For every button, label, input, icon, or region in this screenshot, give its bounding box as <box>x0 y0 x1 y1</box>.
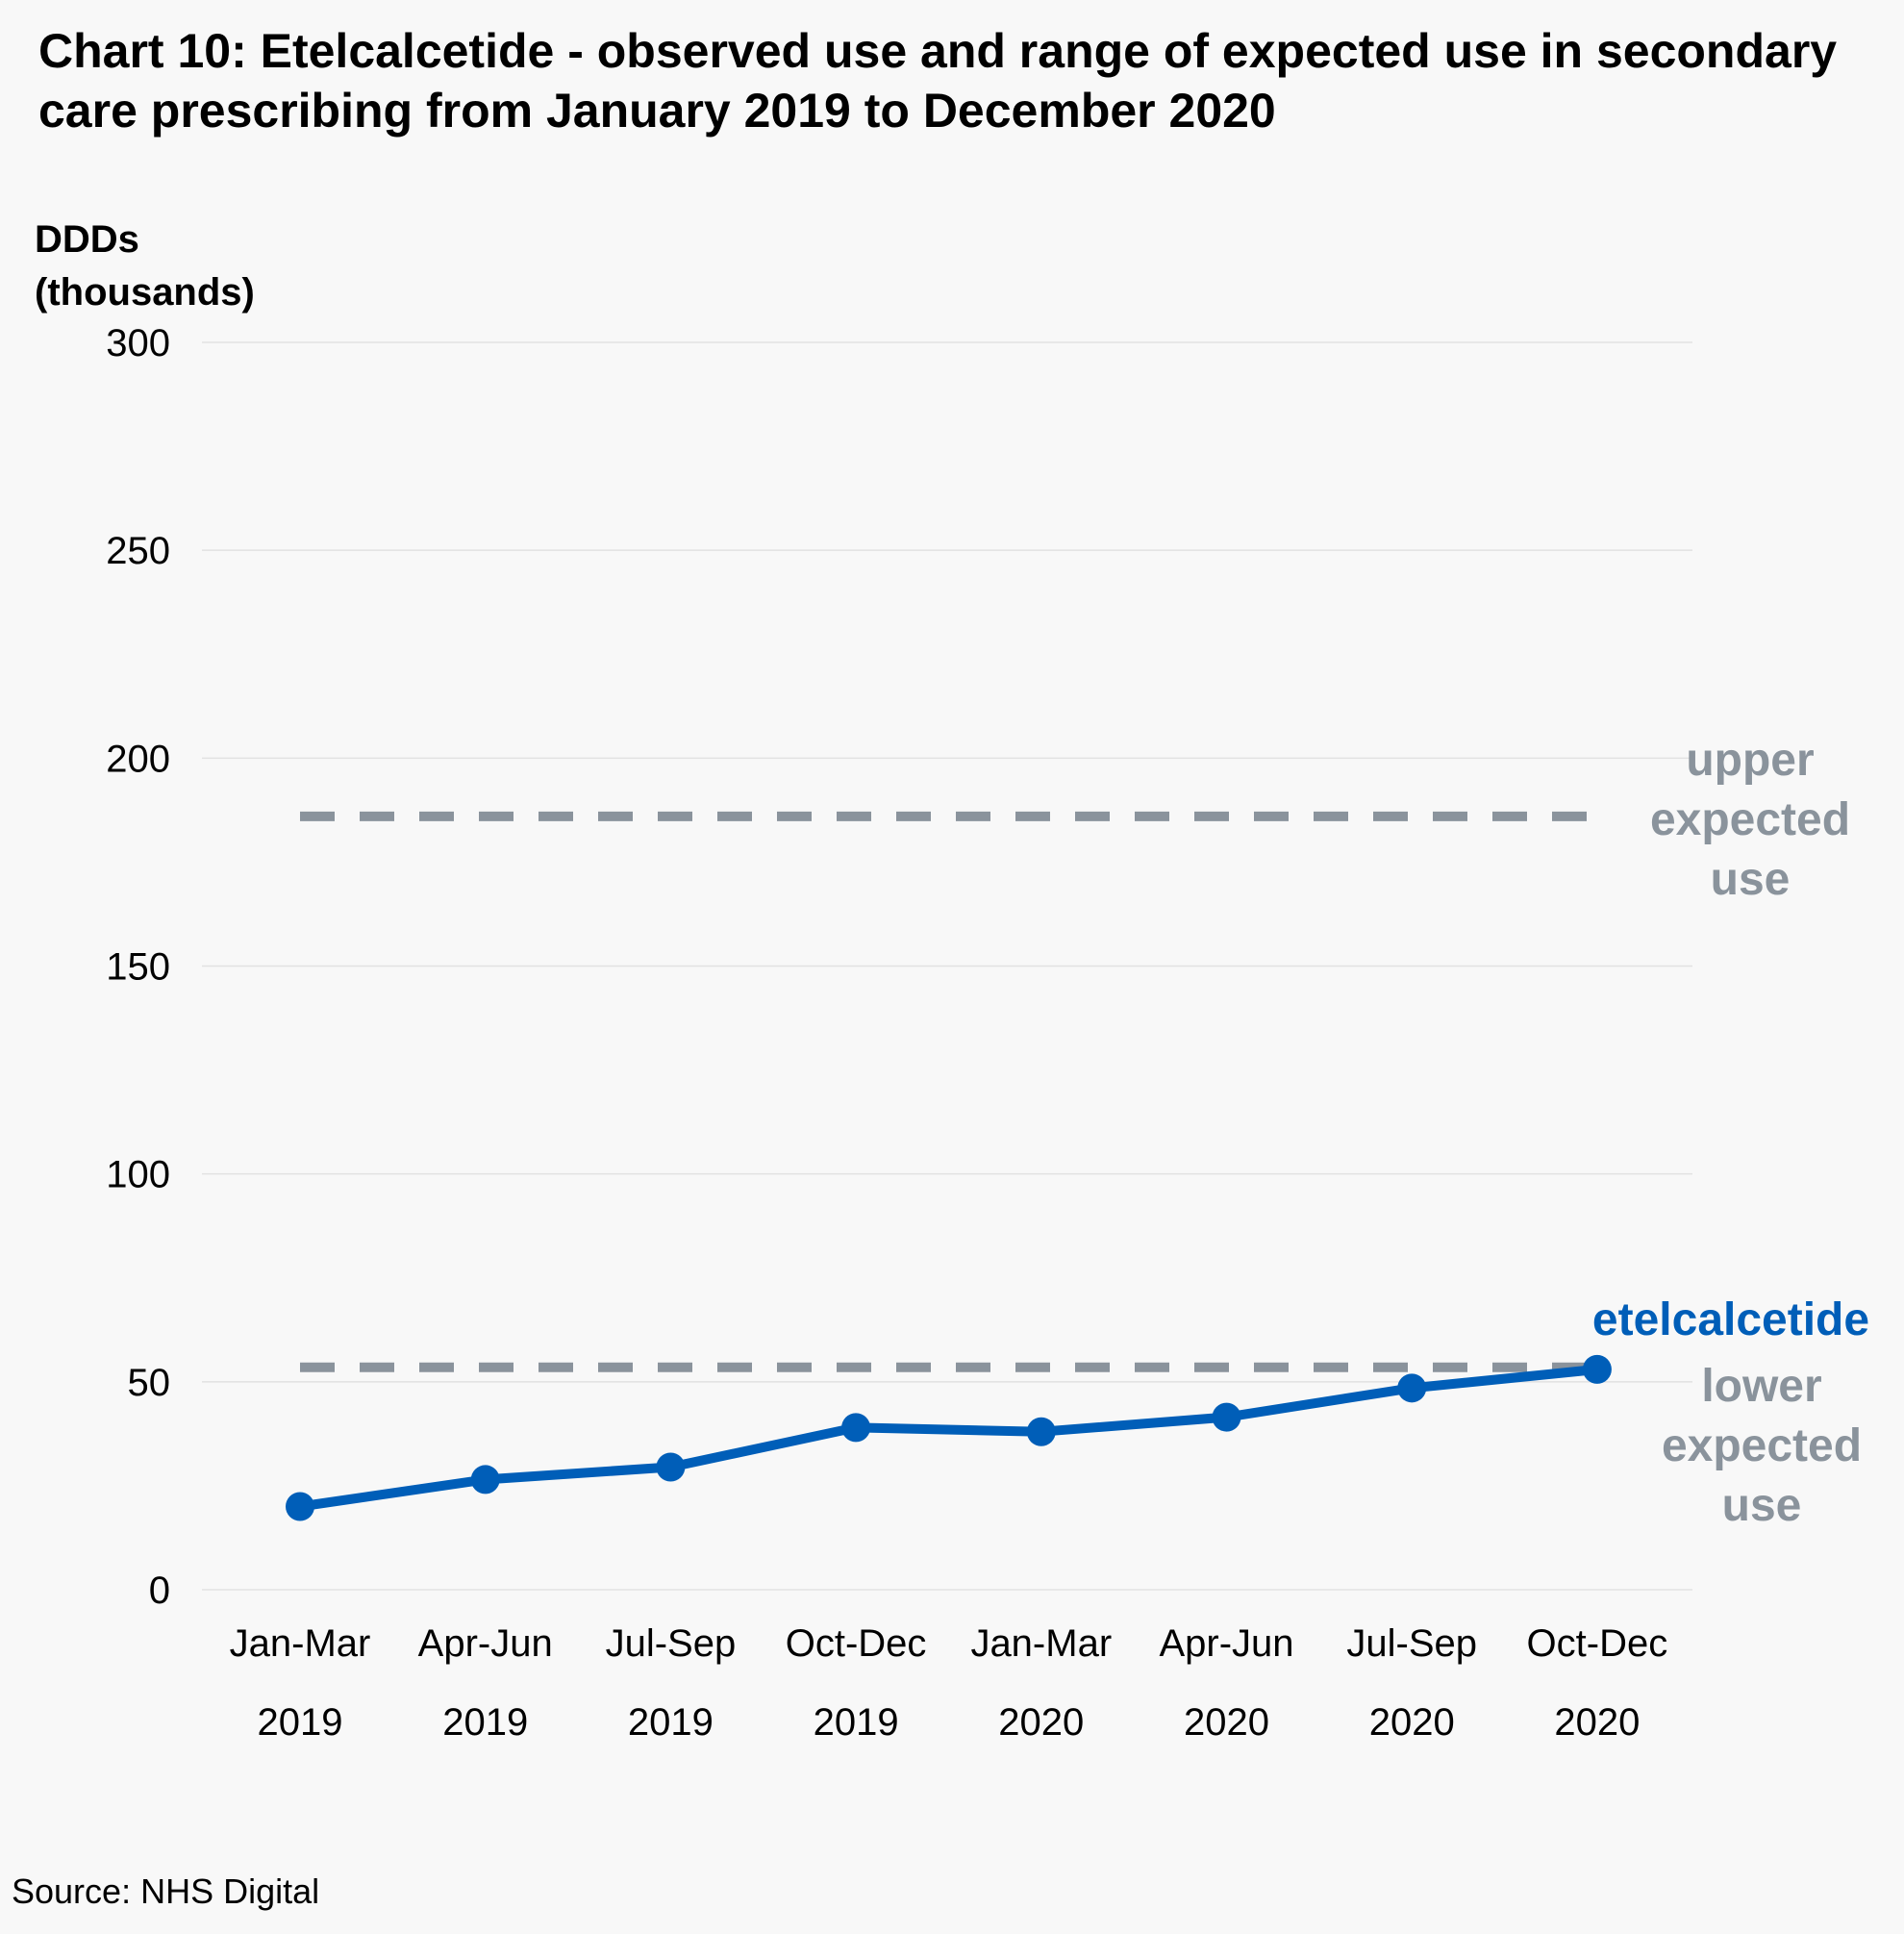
y-tick-label: 0 <box>149 1570 170 1612</box>
series-label-lower-expected-use: expected <box>1662 1420 1862 1471</box>
x-tick-label-period: Jan-Mar <box>230 1622 371 1665</box>
x-tick-label-year: 2020 <box>1554 1701 1640 1744</box>
x-tick-label-period: Jul-Sep <box>606 1622 737 1665</box>
series-label-lower-expected-use: use <box>1722 1480 1802 1531</box>
x-tick-label-year: 2019 <box>442 1701 528 1744</box>
data-point <box>1582 1354 1612 1384</box>
x-axis-ticks: Jan-Mar 2019 Apr-Jun 2019 Jul-Sep 2019 Oct-Dec… <box>230 1622 1668 1744</box>
series-label-lower-expected-use: lower <box>1701 1361 1821 1412</box>
y-axis-label: DDDs (thousands) <box>35 218 255 314</box>
series-layer <box>286 811 1612 1521</box>
x-tick-label-period: Oct-Dec <box>786 1622 927 1665</box>
series-line-etelcalcetide <box>299 1364 1598 1512</box>
x-tick-label-period: Oct-Dec <box>1527 1622 1668 1665</box>
series-labels: etelcalcetide upper expected use lower expect… <box>1592 735 1869 1531</box>
source-note: Source: NHS Digital <box>12 1871 320 1911</box>
y-tick-label: 250 <box>106 530 170 572</box>
y-axis-label-line: (thousands) <box>35 271 255 314</box>
data-point <box>841 1413 871 1443</box>
x-tick-label-period: Jan-Mar <box>970 1622 1112 1665</box>
y-axis-ticks: 0 50 100 150 200 250 300 <box>106 322 170 1612</box>
x-tick-label-period: Jul-Sep <box>1346 1622 1477 1665</box>
y-tick-label: 50 <box>128 1362 171 1404</box>
x-tick-label-year: 2020 <box>998 1701 1084 1744</box>
series-label-upper-expected-use: upper <box>1686 735 1814 786</box>
data-point <box>1212 1402 1241 1432</box>
y-axis-label-line: DDDs <box>35 218 139 261</box>
series-label-upper-expected-use: expected <box>1650 794 1850 845</box>
x-tick-label-period: Apr-Jun <box>1159 1622 1293 1665</box>
series-label-upper-expected-use: use <box>1711 854 1791 905</box>
data-point <box>470 1465 500 1494</box>
y-tick-label: 200 <box>106 738 170 780</box>
x-tick-label-year: 2019 <box>258 1701 343 1744</box>
data-point <box>286 1492 314 1521</box>
series-label-etelcalcetide: etelcalcetide <box>1592 1294 1869 1345</box>
x-tick-label-year: 2019 <box>628 1701 714 1744</box>
y-tick-label: 150 <box>106 946 170 989</box>
data-point <box>1397 1373 1427 1403</box>
data-point <box>656 1452 686 1482</box>
gridlines <box>202 341 1692 1591</box>
chart-title: Chart 10: Etelcalcetide - observed use a… <box>38 24 1838 138</box>
y-tick-label: 300 <box>106 322 170 364</box>
data-point <box>1026 1417 1056 1446</box>
x-tick-label-year: 2020 <box>1184 1701 1269 1744</box>
y-tick-label: 100 <box>106 1154 170 1196</box>
x-tick-label-year: 2020 <box>1369 1701 1455 1744</box>
x-tick-label-period: Apr-Jun <box>418 1622 553 1665</box>
x-tick-label-year: 2019 <box>814 1701 899 1744</box>
